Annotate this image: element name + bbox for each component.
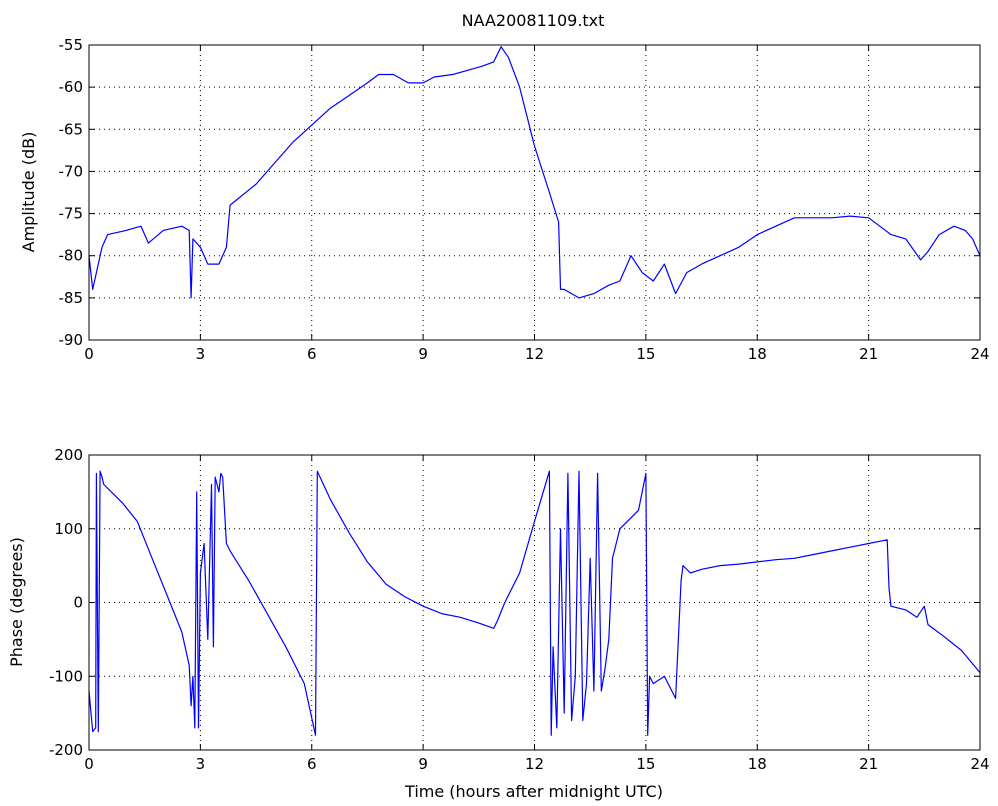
amplitude-plot: 0 3 6 9 12 15 18 21 24 -90-85-80-75-70-65-60-55 … <box>19 36 990 363</box>
amplitude-y-tick-label: -90 <box>59 331 84 349</box>
amplitude-series <box>88 46 981 299</box>
amplitude-y-tick-label: -65 <box>59 120 84 138</box>
phase-series-line <box>88 470 981 736</box>
amplitude-y-tick-label: -85 <box>59 289 84 307</box>
amplitude-x-tick-label: 15 <box>636 345 655 363</box>
amplitude-y-tick-label: -80 <box>59 247 84 265</box>
phase-x-tick-label: 21 <box>859 755 878 773</box>
amplitude-y-tick-label: -75 <box>59 205 84 223</box>
amplitude-y-tick-label: -60 <box>59 78 84 96</box>
phase-y-tick-label: 100 <box>54 520 83 538</box>
amplitude-x-ticks: 0 3 6 9 12 15 18 21 24 <box>84 45 990 363</box>
amplitude-y-tick-label: -55 <box>59 36 84 54</box>
phase-x-tick-label: 9 <box>418 755 428 773</box>
amplitude-x-tick-label: 3 <box>196 345 206 363</box>
amplitude-x-tick-label: 12 <box>525 345 544 363</box>
amplitude-x-tick-label: 21 <box>859 345 878 363</box>
phase-x-tick-label: 24 <box>970 755 989 773</box>
amplitude-x-tick-label: 0 <box>84 345 94 363</box>
phase-x-tick-label: 18 <box>748 755 767 773</box>
phase-x-tick-label: 6 <box>307 755 317 773</box>
amplitude-x-tick-label: 9 <box>418 345 428 363</box>
phase-y-tick-label: -100 <box>49 667 83 685</box>
amplitude-x-tick-label: 6 <box>307 345 317 363</box>
figure-title: NAA20081109.txt <box>462 11 605 30</box>
amplitude-x-tick-label: 24 <box>970 345 989 363</box>
amplitude-grid <box>89 45 980 340</box>
amplitude-y-ticks: -90 -85 -80 -75 -70 -65 -60 -55 <box>59 36 980 349</box>
phase-x-tick-label: 12 <box>525 755 544 773</box>
phase-x-axis-label: Time (hours after midnight UTC) <box>404 782 663 801</box>
phase-grid <box>89 455 980 750</box>
phase-series <box>88 470 981 736</box>
phase-y-ticks: -200 -100 0 100 200 <box>49 446 980 759</box>
phase-x-tick-label: 0 <box>84 755 94 773</box>
phase-y-axis-label: Phase (degrees) <box>7 537 26 667</box>
phase-y-tick-label: -200 <box>49 741 83 759</box>
phase-x-tick-label: 3 <box>196 755 206 773</box>
amplitude-x-tick-label: 18 <box>748 345 767 363</box>
phase-y-tick-label: 200 <box>54 446 83 464</box>
phase-x-tick-label: 15 <box>636 755 655 773</box>
phase-plot: 0 3 6 9 12 15 18 21 24 -200 -100 0 100 200 Phase (de… <box>7 446 990 801</box>
phase-y-tick-label: 0 <box>73 594 83 612</box>
phase-x-ticks: 0 3 6 9 12 15 18 21 24 <box>84 455 990 773</box>
amplitude-series-line <box>88 46 981 299</box>
amplitude-y-tick-label: -70 <box>59 162 84 180</box>
amplitude-y-axis-label: Amplitude (dB) <box>19 132 38 253</box>
